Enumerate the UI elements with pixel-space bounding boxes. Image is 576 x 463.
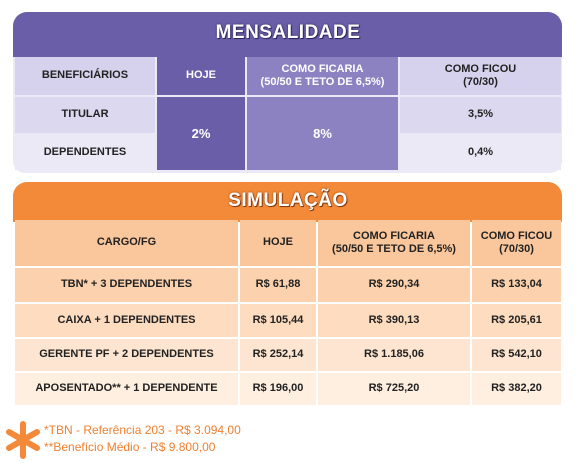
cell-value: R$ 61,88 xyxy=(240,268,316,302)
column-header: COMO FICARIA (50/50 E TETO DE 6,5%) xyxy=(318,220,470,266)
row-label: CAIXA + 1 DEPENDENTES xyxy=(15,304,238,337)
cell-value: R$ 196,00 xyxy=(240,373,316,405)
header-band xyxy=(13,12,562,60)
row-label: DEPENDENTES xyxy=(15,135,155,170)
header-band xyxy=(13,182,562,222)
title: MENSALIDADE xyxy=(215,22,361,43)
row-label: TITULAR xyxy=(15,97,155,133)
column-header: BENEFICIÁRIOS xyxy=(15,57,155,95)
footnote: *TBN - Referência 203 - R$ 3.094,00 xyxy=(44,423,241,437)
cell-value: R$ 1.185,06 xyxy=(318,339,470,371)
column-header: COMO FICOU (70/30) xyxy=(472,220,561,266)
cell-value: R$ 390,13 xyxy=(318,304,470,337)
cell-value: 3,5% xyxy=(400,97,561,133)
footnote: **Benefício Médio - R$ 9.800,00 xyxy=(44,440,216,454)
column-header: HOJE xyxy=(157,57,245,95)
cell-value: 0,4% xyxy=(400,135,561,170)
cell-value: R$ 542,10 xyxy=(472,339,561,371)
cell-value: R$ 105,44 xyxy=(240,304,316,337)
cell-value: R$ 290,34 xyxy=(318,268,470,302)
cell-value: R$ 725,20 xyxy=(318,373,470,405)
asterisk-icon xyxy=(6,421,40,459)
title: SIMULAÇÃO xyxy=(228,190,348,211)
cell-value: 2% xyxy=(157,97,245,170)
cell-value: R$ 205,61 xyxy=(472,304,561,337)
cell-value: R$ 252,14 xyxy=(240,339,316,371)
cell-value: R$ 133,04 xyxy=(472,268,561,302)
column-header: COMO FICARIA (50/50 E TETO DE 6,5%) xyxy=(247,57,398,95)
cell-value: R$ 382,20 xyxy=(472,373,561,405)
column-header: CARGO/FG xyxy=(15,220,238,266)
cell-value: 8% xyxy=(247,97,398,170)
row-label: GERENTE PF + 2 DEPENDENTES xyxy=(15,339,238,371)
column-header: HOJE xyxy=(240,220,316,266)
row-label: APOSENTADO** + 1 DEPENDENTE xyxy=(15,373,238,405)
row-label: TBN* + 3 DEPENDENTES xyxy=(15,268,238,302)
column-header: COMO FICOU (70/30) xyxy=(400,57,561,95)
